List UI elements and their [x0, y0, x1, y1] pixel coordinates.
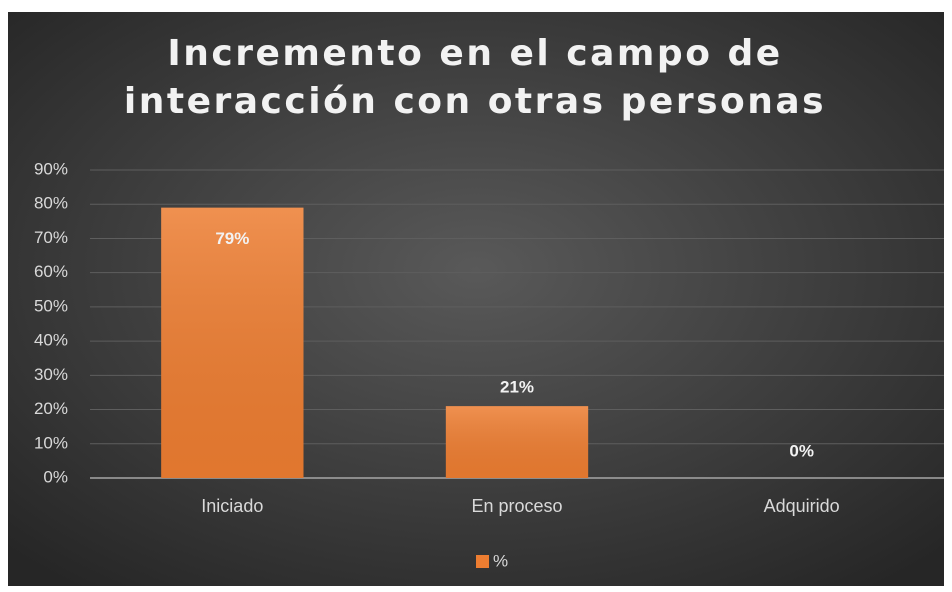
y-tick-label: 0%: [43, 467, 68, 486]
y-tick-label: 10%: [34, 433, 68, 452]
data-label: 21%: [500, 378, 534, 397]
y-tick-label: 70%: [34, 228, 68, 247]
y-tick-label: 60%: [34, 262, 68, 281]
bar-shine: [445, 406, 589, 478]
y-tick-label: 20%: [34, 399, 68, 418]
data-label: 79%: [215, 229, 249, 248]
x-tick-label: En proceso: [471, 496, 562, 516]
x-tick-label: Adquirido: [764, 496, 840, 516]
x-tick-label: Iniciado: [201, 496, 263, 516]
y-tick-label: 80%: [34, 194, 68, 213]
bar-shine: [161, 207, 304, 478]
y-tick-label: 50%: [34, 296, 68, 315]
legend-swatch: [476, 555, 489, 568]
legend-label: %: [493, 551, 508, 570]
y-tick-label: 40%: [34, 331, 68, 350]
chart-title: Incremento en el campo de interacción co…: [123, 33, 827, 122]
y-tick-label: 30%: [34, 365, 68, 384]
y-tick-label: 90%: [34, 159, 68, 178]
data-label: 0%: [789, 441, 814, 460]
